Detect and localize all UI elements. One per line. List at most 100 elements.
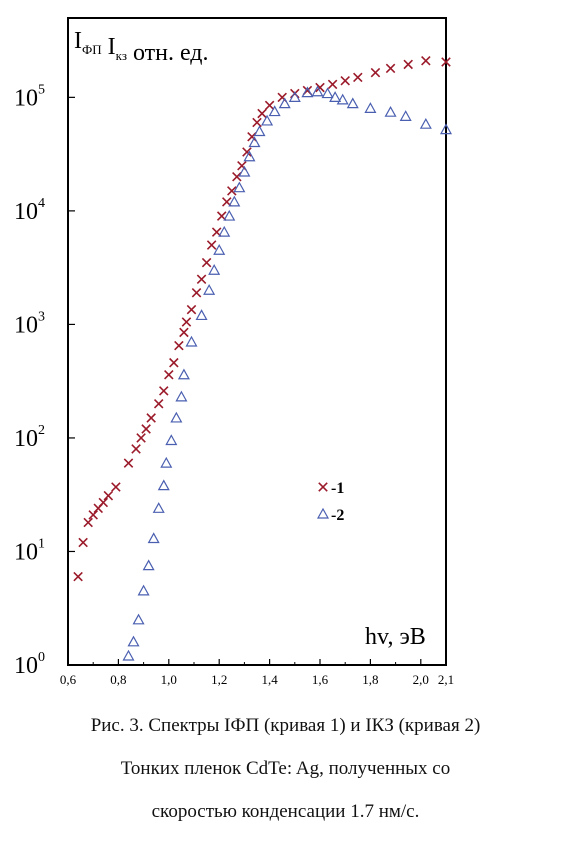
- data-point-x-marker: [164, 370, 174, 380]
- y-tick-label: 105: [14, 82, 45, 111]
- x-tick-label: 2,1: [438, 672, 454, 687]
- data-point-x-marker: [441, 57, 451, 67]
- data-point-triangle-marker: [122, 649, 135, 661]
- legend-entry-2: -2: [316, 507, 344, 524]
- data-point-triangle-marker: [419, 117, 432, 129]
- x-tick-label: 1,0: [161, 672, 177, 687]
- data-point-triangle-marker: [253, 125, 266, 137]
- data-point-x-marker: [196, 274, 207, 284]
- series-1-points: [73, 56, 451, 582]
- x-tick-label: 1,6: [312, 672, 329, 687]
- y-axis-label: IФП Iкз отн. ед.: [74, 28, 209, 66]
- data-point-triangle-marker: [288, 91, 301, 102]
- legend: -1 -2: [316, 480, 344, 524]
- series-2-points: [122, 85, 453, 661]
- data-point-triangle-marker: [208, 264, 221, 275]
- data-point-x-marker: [88, 510, 98, 520]
- data-point-triangle-marker: [243, 150, 256, 162]
- data-point-x-marker: [123, 458, 134, 468]
- data-point-x-marker: [179, 327, 189, 338]
- y-tick-exponent: 2: [38, 423, 45, 438]
- y-label-part: отн. ед.: [127, 40, 209, 66]
- data-point-x-marker: [136, 433, 146, 443]
- data-point-triangle-marker: [233, 181, 246, 193]
- data-point-triangle-marker: [147, 532, 160, 544]
- data-point-triangle-marker: [311, 85, 324, 97]
- figure-caption-line-2: Тонких пленок CdTe: Ag, полученных со: [120, 758, 451, 779]
- data-point-x-marker: [340, 75, 350, 86]
- data-point-x-marker: [315, 82, 325, 93]
- data-point-x-marker: [181, 317, 192, 327]
- data-point-triangle-marker: [137, 584, 150, 596]
- data-point-x-marker: [131, 444, 141, 454]
- data-point-x-marker: [191, 287, 202, 298]
- data-point-x-marker: [264, 100, 275, 111]
- data-point-x-marker: [353, 72, 363, 83]
- data-point-x-marker: [227, 186, 237, 196]
- y-tick-label: 100: [14, 650, 45, 679]
- y-tick-label: 102: [14, 423, 45, 452]
- x-axis-ticks: 0,6 0,8 1,0 1,2 1,4 1,6 1,8 2,0 2,1: [60, 659, 454, 687]
- legend-entry-1: -1: [318, 480, 344, 497]
- data-point-x-marker: [73, 571, 83, 582]
- data-point-x-marker: [83, 517, 93, 528]
- y-tick-exponent: 4: [38, 196, 45, 211]
- data-point-x-marker: [327, 79, 338, 90]
- data-point-x-marker: [78, 537, 88, 548]
- data-point-triangle-marker: [439, 123, 453, 135]
- data-point-x-marker: [201, 257, 212, 268]
- data-point-triangle-marker: [127, 635, 140, 647]
- data-point-x-marker: [153, 399, 164, 409]
- data-point-triangle-marker: [177, 368, 190, 380]
- y-label-part: I: [102, 34, 116, 60]
- data-point-triangle-marker: [346, 97, 359, 109]
- y-label-part: I: [74, 28, 82, 54]
- x-tick-label: 1,8: [362, 672, 378, 687]
- data-point-triangle-marker: [132, 613, 145, 625]
- y-tick-exponent: 5: [38, 82, 45, 97]
- data-point-triangle-marker: [321, 87, 334, 99]
- data-point-x-marker: [174, 340, 184, 351]
- data-point-x-marker: [158, 386, 169, 396]
- data-point-x-marker: [403, 59, 413, 70]
- data-point-x-marker: [252, 117, 262, 128]
- data-point-triangle-marker: [384, 105, 397, 117]
- data-point-triangle-marker: [170, 411, 183, 423]
- data-point-triangle-marker: [152, 502, 165, 513]
- y-tick-exponent: 3: [38, 309, 45, 324]
- data-point-x-marker: [257, 108, 267, 119]
- data-point-triangle-marker: [336, 93, 349, 105]
- data-point-triangle-marker: [160, 456, 173, 468]
- data-point-triangle-marker: [399, 110, 412, 121]
- y-tick-label: 104: [14, 196, 45, 225]
- x-tick-label: 2,0: [413, 672, 429, 687]
- y-tick-exponent: 1: [38, 536, 45, 551]
- data-point-triangle-marker: [261, 114, 274, 126]
- figure-caption-line-1: Рис. 3. Спектры IФП (кривая 1) и IКЗ (кр…: [90, 715, 481, 736]
- photocurrent-spectra-chart: 0,6 0,8 1,0 1,2 1,4 1,6 1,8 2,0 2,1 100101102103…: [14, 17, 454, 687]
- data-point-triangle-marker: [165, 434, 178, 446]
- data-point-triangle-marker: [364, 102, 377, 113]
- figure-caption-line-3: скоростью конденсации 1.7 нм/с.: [151, 801, 420, 822]
- data-point-x-marker: [141, 424, 151, 434]
- data-point-x-marker: [98, 497, 109, 508]
- data-point-x-marker: [111, 482, 121, 492]
- data-point-triangle-marker: [329, 91, 342, 102]
- data-point-x-marker: [186, 304, 197, 315]
- y-label-subscript: ФП: [82, 42, 102, 57]
- data-point-triangle-marker: [175, 390, 188, 402]
- legend-label-2: -2: [331, 507, 344, 524]
- data-point-x-marker: [421, 56, 431, 66]
- data-point-x-marker: [206, 240, 217, 250]
- data-point-triangle-marker: [203, 284, 216, 295]
- x-tick-label: 0,6: [60, 672, 77, 687]
- y-tick-exponent: 0: [38, 650, 45, 665]
- y-tick-label: 103: [14, 309, 45, 338]
- plot-frame: [67, 17, 447, 666]
- data-point-triangle-marker: [228, 195, 241, 207]
- data-point-x-marker: [385, 63, 396, 74]
- x-tick-label: 1,2: [211, 672, 227, 687]
- data-point-triangle-marker: [301, 86, 314, 98]
- data-point-x-marker: [242, 147, 252, 157]
